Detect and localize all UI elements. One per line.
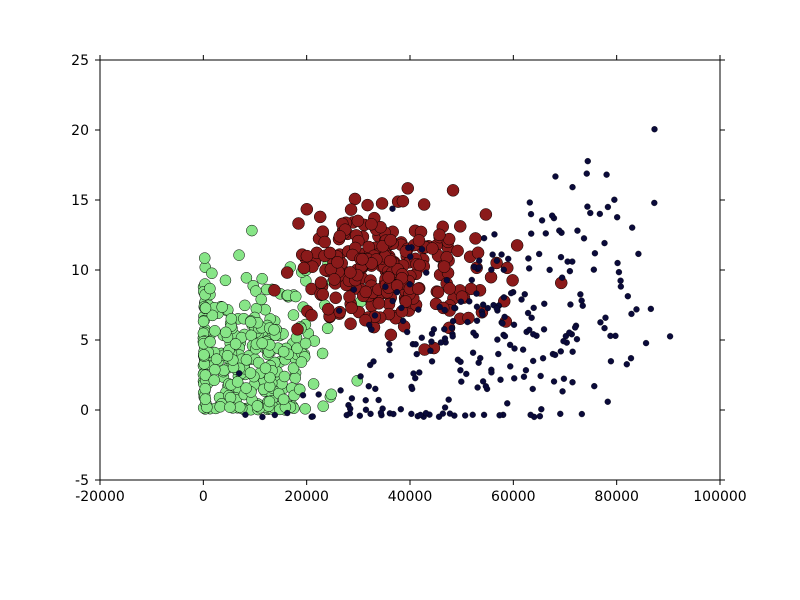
y-tick-label: 20 xyxy=(71,123,89,139)
y-tick-label: 0 xyxy=(80,403,89,419)
x-tick-label: 100000 xyxy=(693,489,746,505)
x-tick-label: 80000 xyxy=(594,489,639,505)
x-tick-label: 0 xyxy=(199,489,208,505)
x-tick-label: 20000 xyxy=(284,489,329,505)
y-tick-label: 5 xyxy=(80,333,89,349)
y-tick-label: 25 xyxy=(71,53,89,69)
x-tick-label: -20000 xyxy=(75,489,125,505)
y-tick-label: -5 xyxy=(75,473,89,489)
y-tick-label: 15 xyxy=(71,193,89,209)
y-tick-label: 10 xyxy=(71,263,89,279)
scatter-plot: -20000 0 20000 40000 60000 80000 100000 -5 0 5 10 1… xyxy=(0,0,800,600)
chart-container: -20000 0 20000 40000 60000 80000 100000 -5 0 5 10 1… xyxy=(0,0,800,600)
x-tick-label: 60000 xyxy=(491,489,536,505)
x-tick-label: 40000 xyxy=(388,489,433,505)
